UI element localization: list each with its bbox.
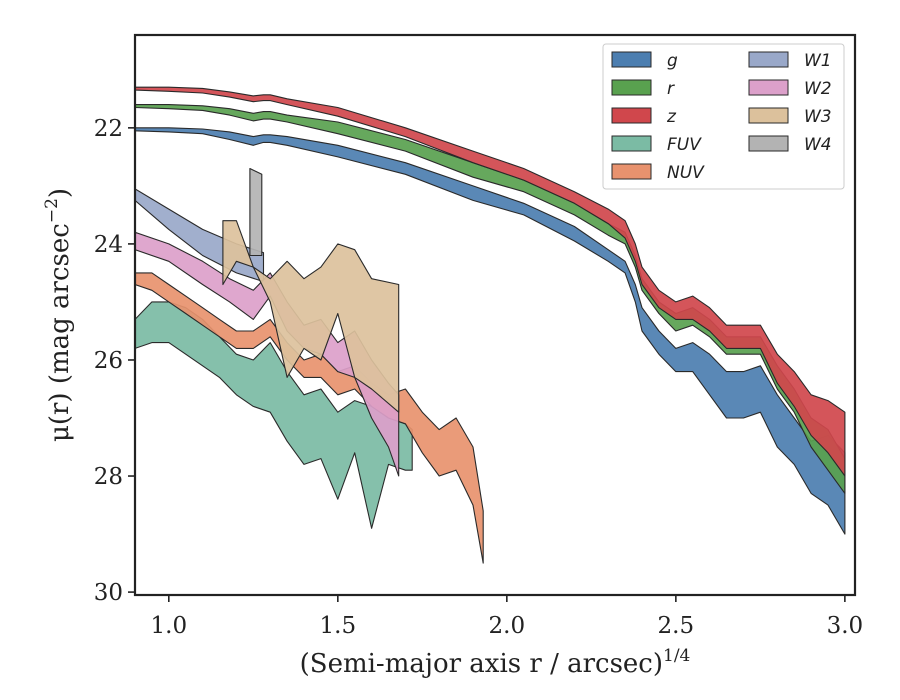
legend: grz FUV NUV W1 W2 W3 W4 (602, 43, 845, 190)
series-band-nuv (135, 272, 484, 564)
legend-swatch-g (611, 51, 652, 68)
series-band-r (135, 104, 846, 494)
x-tick-label: 2.0 (489, 613, 526, 639)
legend-swatch-w1 (748, 51, 789, 68)
x-tick-label: 2.5 (658, 613, 695, 639)
y-tick-label: 22 (94, 116, 123, 142)
legend-swatch-nuv (611, 163, 652, 180)
legend-label-nuv: NUV (667, 163, 705, 183)
legend-label-w4: W4 (804, 135, 832, 155)
series-band-z (135, 86, 846, 477)
plot-frame (133, 33, 857, 597)
series-band-g (135, 127, 846, 535)
legend-swatch-r (611, 79, 652, 96)
y-tick-label: 26 (94, 348, 123, 374)
legend-label-z: z (666, 107, 677, 127)
legend-label-w1: W1 (804, 51, 832, 71)
legend-swatch-w4 (748, 135, 789, 152)
x-tick-label: 3.0 (827, 613, 864, 639)
y-tick-label: 30 (94, 580, 123, 606)
legend-swatch-z (611, 107, 652, 124)
series-band-w3 (222, 220, 400, 413)
legend-label-w2: W2 (804, 79, 832, 99)
legend-label-fuv: FUV (667, 135, 702, 155)
legend-swatch-fuv (611, 135, 652, 152)
plot-area (135, 86, 846, 564)
series-band-w4 (249, 167, 263, 257)
legend-swatch-w3 (748, 107, 789, 124)
series-band-fuv (135, 301, 413, 529)
legend-label-g: g (667, 51, 678, 71)
axis-ticks: 1.0 1.5 2.0 2.5 3.0 22 24 26 28 30 (94, 116, 863, 639)
x-axis-label: (Semi-major axis r / arcsec)1/4 (300, 646, 691, 679)
y-axis-label: μ(r) (mag arcsec−2) (42, 188, 75, 442)
x-tick-label: 1.5 (320, 613, 357, 639)
x-tick-label: 1.0 (151, 613, 188, 639)
legend-label-r: r (667, 79, 675, 99)
legend-label-w3: W3 (804, 107, 832, 127)
y-tick-label: 28 (94, 464, 123, 490)
y-tick-label: 24 (94, 232, 123, 258)
legend-swatch-w2 (748, 79, 789, 96)
